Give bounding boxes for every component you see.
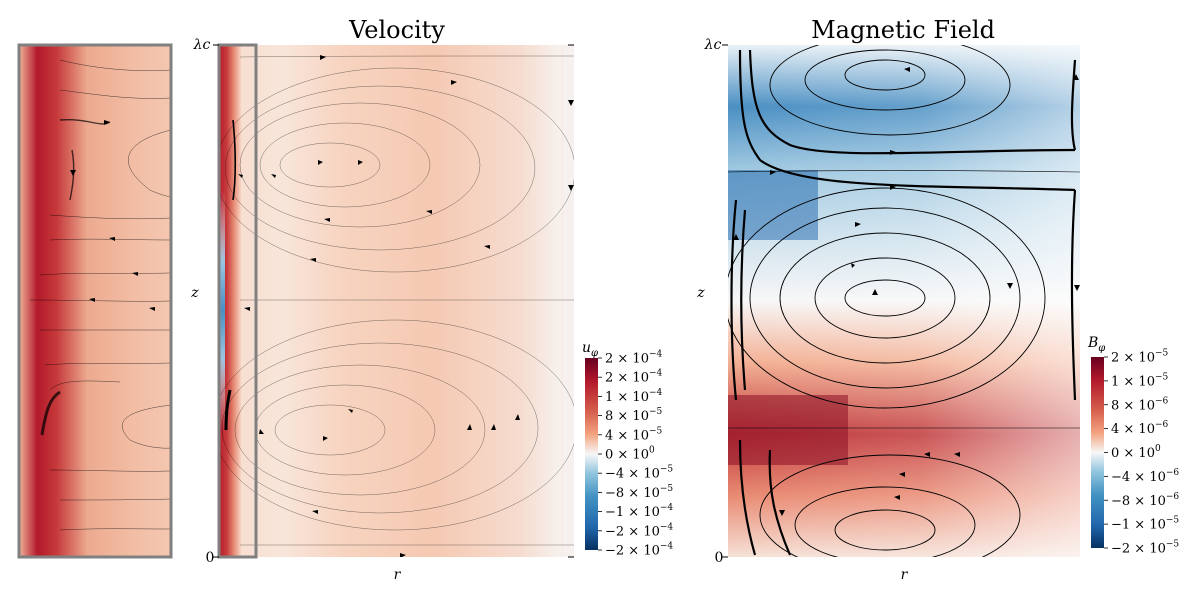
velocity-colorbar-tick-label: 1 × 10−4 <box>605 388 663 405</box>
magnetic-colorbar-tick-label: 1 × 10−5 <box>1111 372 1169 389</box>
inset-frame <box>17 43 173 559</box>
magnetic-colorbar-tick-label: −4 × 10−6 <box>1111 468 1179 485</box>
magnetic-ytick-lambda: λc <box>704 37 722 53</box>
velocity-xlabel: r <box>394 567 402 583</box>
inset-panel <box>17 43 173 559</box>
velocity-colorbar: uφ 2 × 10−4 2 × 10−4 1 × 10−4 8 × 10−5 4 × 1… <box>582 340 673 559</box>
velocity-colorbar-bar <box>585 358 598 550</box>
magnetic-colorbar-bar <box>1091 357 1104 548</box>
inset-streamlines <box>29 59 171 531</box>
magnetic-ylabel: z <box>696 285 705 301</box>
velocity-colorbar-tick-label: −8 × 10−5 <box>605 484 673 501</box>
velocity-colorbar-tick-label: 8 × 10−5 <box>605 407 663 424</box>
inset-arrowheads <box>70 120 155 311</box>
velocity-colorbar-tick-label: −2 × 10−4 <box>605 522 673 539</box>
magnetic-colorbar-tick-label: −8 × 10−6 <box>1111 492 1179 509</box>
velocity-edge-streamlines <box>224 119 237 431</box>
magnetic-panel: Magnetic Field <box>696 16 1080 583</box>
magnetic-colorbar-tick-label: 8 × 10−6 <box>1111 396 1169 413</box>
magnetic-colorbar-tick-label: −2 × 10−5 <box>1111 540 1179 557</box>
velocity-heatmap <box>219 45 574 557</box>
velocity-colorbar-tick-label: 2 × 10−4 <box>605 369 663 386</box>
magnetic-colorbar-tick-label: 2 × 10−5 <box>1111 349 1169 366</box>
magnetic-ytick-zero: 0 <box>715 550 724 566</box>
magnetic-red-core <box>728 395 848 465</box>
velocity-colorbar-tick-label: −1 × 10−4 <box>605 503 673 520</box>
velocity-colorbar-tick-label: −4 × 10−5 <box>605 465 673 482</box>
magnetic-colorbar: Bφ 2 × 10−5 1 × 10−5 8 × 10−6 4 × 10−6 0 × 1… <box>1087 335 1179 557</box>
velocity-colorbar-tick-label: 0 × 100 <box>605 446 655 463</box>
velocity-title: Velocity <box>348 16 445 44</box>
velocity-colorbar-ticks: 2 × 10−4 2 × 10−4 1 × 10−4 8 × 10−5 4 × 10−5… <box>598 350 673 559</box>
magnetic-colorbar-tick-label: 0 × 100 <box>1111 444 1161 461</box>
magnetic-colorbar-tick-label: 4 × 10−6 <box>1111 420 1169 437</box>
velocity-ytick-zero: 0 <box>206 550 215 566</box>
velocity-right-band <box>563 45 574 557</box>
magnetic-arrowheads <box>733 67 1080 516</box>
magnetic-title: Magnetic Field <box>811 16 995 44</box>
magnetic-fade <box>728 45 1080 557</box>
velocity-colorbar-tick-label: −2 × 10−4 <box>605 542 673 559</box>
velocity-colorbar-tick-label: 2 × 10−4 <box>605 350 663 367</box>
velocity-colorbar-tick-label: 4 × 10−5 <box>605 426 663 443</box>
velocity-blue-strip <box>219 190 225 430</box>
velocity-zoom-box <box>217 43 258 559</box>
magnetic-streamlines <box>728 45 1080 557</box>
velocity-arrowheads <box>238 55 574 557</box>
magnetic-thick-streamlines <box>730 49 1077 556</box>
velocity-colorbar-label: uφ <box>582 340 598 359</box>
magnetic-xlabel: r <box>901 567 909 583</box>
magnetic-colorbar-ticks: 2 × 10−5 1 × 10−5 8 × 10−6 4 × 10−6 0 × 100 −… <box>1104 349 1179 557</box>
velocity-panel: Velocity <box>190 16 574 583</box>
magnetic-colorbar-label: Bφ <box>1087 335 1105 354</box>
velocity-ytick-lambda: λc <box>193 37 211 53</box>
magnetic-blue-core <box>728 170 818 240</box>
velocity-ylabel: z <box>190 285 199 301</box>
magnetic-colorbar-tick-label: −1 × 10−5 <box>1111 516 1179 533</box>
